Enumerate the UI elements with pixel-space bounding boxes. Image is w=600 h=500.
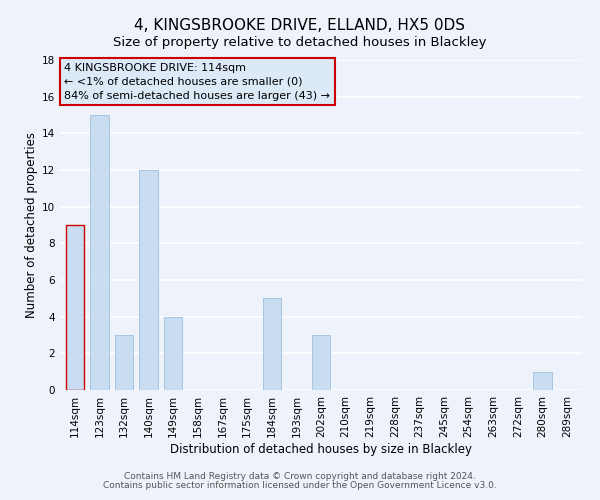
- Text: Contains public sector information licensed under the Open Government Licence v3: Contains public sector information licen…: [103, 481, 497, 490]
- Text: 4, KINGSBROOKE DRIVE, ELLAND, HX5 0DS: 4, KINGSBROOKE DRIVE, ELLAND, HX5 0DS: [134, 18, 466, 32]
- Text: 4 KINGSBROOKE DRIVE: 114sqm
← <1% of detached houses are smaller (0)
84% of semi: 4 KINGSBROOKE DRIVE: 114sqm ← <1% of det…: [64, 62, 331, 101]
- Bar: [90, 115, 109, 390]
- Bar: [263, 298, 281, 390]
- Bar: [533, 372, 552, 390]
- Bar: [65, 225, 84, 390]
- X-axis label: Distribution of detached houses by size in Blackley: Distribution of detached houses by size …: [170, 442, 472, 456]
- Bar: [164, 316, 182, 390]
- Bar: [115, 335, 133, 390]
- Y-axis label: Number of detached properties: Number of detached properties: [25, 132, 38, 318]
- Bar: [312, 335, 330, 390]
- Text: Size of property relative to detached houses in Blackley: Size of property relative to detached ho…: [113, 36, 487, 49]
- Bar: [139, 170, 158, 390]
- Text: Contains HM Land Registry data © Crown copyright and database right 2024.: Contains HM Land Registry data © Crown c…: [124, 472, 476, 481]
